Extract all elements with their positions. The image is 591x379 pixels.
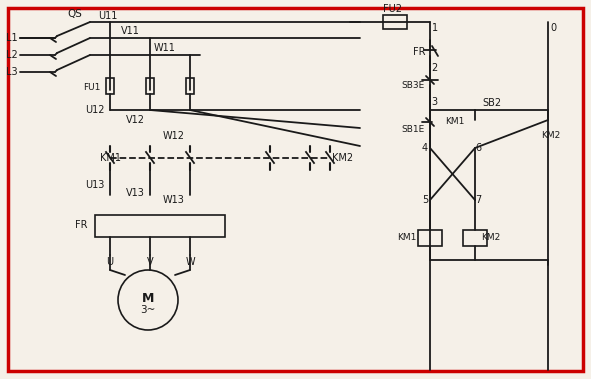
Text: 3~: 3~ [140,305,155,315]
Text: V11: V11 [121,26,139,36]
Bar [95,215,225,237]
Text: U12: U12 [86,105,105,115]
Text: L1: L1 [7,33,18,43]
Text: SB3E: SB3E [402,80,425,89]
Text: V13: V13 [126,188,145,198]
Text: 7: 7 [475,195,481,205]
Text: SB2: SB2 [482,98,502,108]
Text: FU2: FU2 [384,4,402,14]
Bar [106,78,114,94]
Text: U13: U13 [86,180,105,190]
Text: 2: 2 [431,63,437,73]
Bar [186,78,194,94]
Text: W13: W13 [163,195,185,205]
Text: FR: FR [76,220,88,230]
Text: 5: 5 [422,195,428,205]
Text: KM2: KM2 [541,130,561,139]
Text: KM1: KM1 [445,117,465,127]
Bar [383,15,407,29]
Text: 3: 3 [431,97,437,107]
Text: L3: L3 [7,67,18,77]
Text: FR: FR [413,47,425,57]
Text: V: V [147,257,153,267]
Text: W11: W11 [154,43,176,53]
Text: KM1: KM1 [397,233,416,243]
Text: 6: 6 [475,143,481,153]
Text: U: U [106,257,113,267]
Text: L2: L2 [7,50,18,60]
Text: 4: 4 [422,143,428,153]
Text: KM1: KM1 [100,153,121,163]
Text: 1: 1 [432,23,438,33]
Text: W: W [185,257,195,267]
Text: M: M [142,291,154,304]
Bar [146,78,154,94]
Bar [418,230,442,246]
Text: U11: U11 [98,11,118,21]
Text: V12: V12 [126,115,145,125]
Text: FU1: FU1 [83,83,100,92]
Text: W12: W12 [163,131,185,141]
Text: 0: 0 [550,23,556,33]
Bar [463,230,487,246]
Text: KM2: KM2 [482,233,501,243]
Text: SB1E: SB1E [402,125,425,135]
Text: QS: QS [67,9,82,19]
Text: KM2: KM2 [332,153,353,163]
